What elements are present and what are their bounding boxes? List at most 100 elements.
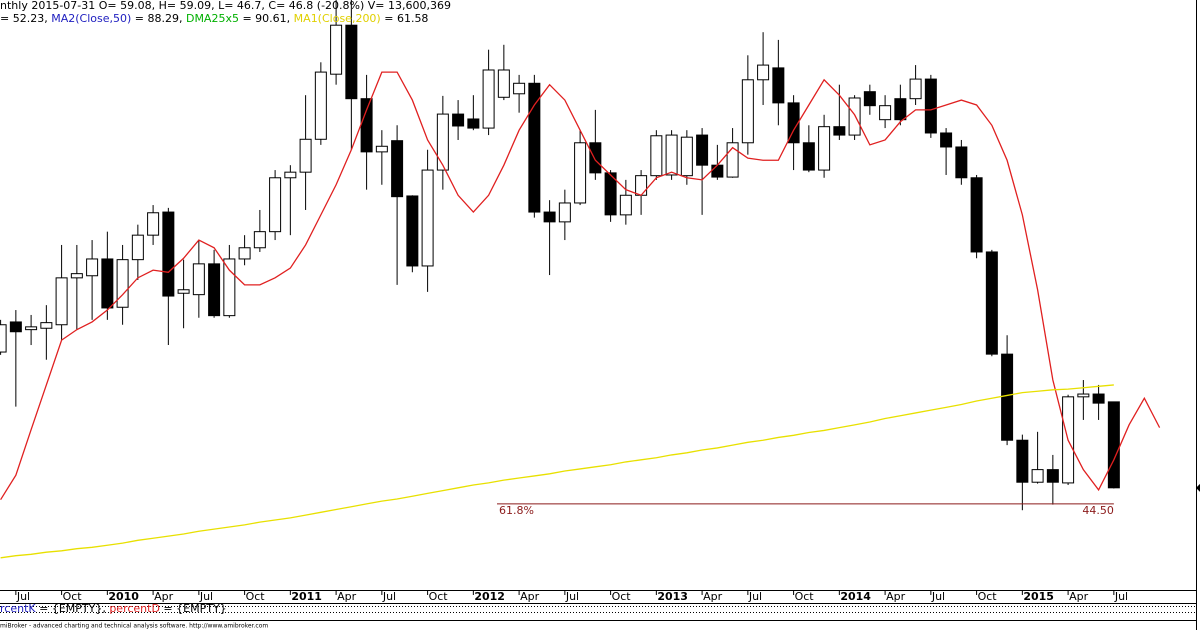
candle-body [589,142,602,174]
candle-body [1031,469,1044,483]
candle-body [177,289,190,294]
candle-body [162,211,175,297]
candle-body [330,24,343,75]
x-tick-label: Apr [703,590,723,603]
x-tick-label: Oct [612,590,632,603]
candle-body [848,97,861,136]
candle-body [558,202,571,223]
x-tick-label: Jul [565,590,579,603]
candle-body [25,326,38,331]
candle-body [86,258,99,277]
candle-body [1046,469,1059,483]
candle-body [55,277,68,326]
candle-body [513,82,526,95]
candle-body [985,251,998,355]
candle-body [253,231,266,249]
candle-body [528,82,541,213]
candle-body [497,69,510,98]
legend-segment: rcentK [0,602,36,615]
candle-body [696,134,709,166]
candle-body [375,145,388,153]
candle-body [101,258,114,309]
level-label: 61.8% [499,504,534,517]
candle-body [863,91,876,107]
x-tick-label: Apr [886,590,906,603]
plot-area [0,0,1161,559]
candle-body [741,79,754,144]
x-tick-label: 2011 [291,590,322,603]
candle-body [680,136,693,177]
candle-body [360,98,373,153]
candle-body [711,164,724,178]
candle-body [1077,393,1090,398]
candle-body [818,126,831,171]
candle-body [223,258,236,317]
candle-body [619,194,632,216]
candle-body [1016,439,1029,483]
candle-body [787,102,800,144]
candle-body [924,78,937,134]
x-tick-label: Oct [795,590,815,603]
x-tick-label: 2014 [840,590,871,603]
candle-body [421,169,434,267]
candle-body [192,263,205,296]
header-line1: nthly 2015-07-31 O= 59.08, H= 59.09, L= … [0,0,451,12]
candle-body [879,105,892,121]
x-tick-label: Jul [199,590,213,603]
legend-segment: percentD [109,602,160,615]
candle-body [406,195,419,267]
x-tick-label: Oct [63,590,83,603]
candle-body [574,142,587,204]
legend-segment: = 52.23, [0,12,51,25]
candle-body [269,177,282,233]
candle-body [131,234,144,261]
candle-body [955,146,968,179]
candle-body [543,211,556,223]
candle-body [147,212,160,236]
candle-body [452,113,465,127]
candle-body [9,321,22,333]
x-tick-label: 2015 [1023,590,1054,603]
legend-segment: = {EMPTY} [160,602,227,615]
candle-body [635,175,648,196]
candle-body [940,132,953,148]
candle-body [665,134,678,176]
candle-body [802,142,815,171]
candle-body [970,177,983,253]
x-tick-label: Oct [429,590,449,603]
candle-body [299,138,312,173]
x-tick-label: Jul [1114,590,1128,603]
candle-body [772,67,785,104]
candle-body [1092,393,1105,404]
candle-body [482,69,495,129]
indicator-legend: rcentK = {EMPTY}, percentD = {EMPTY} [0,602,227,615]
candle-body [238,247,251,260]
moving-average-line [0,71,1161,501]
legend-segment: DMA25x5 [186,12,239,25]
legend-segment: = {EMPTY}, [36,602,110,615]
level-value-label: 44.50 [1082,504,1114,517]
candle-body [208,263,221,317]
candle-body [1107,401,1120,489]
candle-body [833,126,846,136]
last-close-marker [1196,483,1200,492]
candle-body [116,259,129,308]
candle-body [1001,353,1014,441]
header-line2: = 52.23, MA2(Close,50) = 88.29, DMA25x5 … [0,12,428,25]
candle-body [436,113,449,171]
candle-body [604,172,617,216]
legend-segment: = 61.58 [381,12,429,25]
x-tick-label: Apr [520,590,540,603]
candle-body [345,24,358,100]
x-tick-label: Apr [337,590,357,603]
legend-segment: = 90.61, [239,12,294,25]
x-tick-label: 2010 [108,590,139,603]
candle-body [284,171,297,179]
candle-body [314,71,327,140]
candle-body [70,273,83,279]
candle-body [909,78,922,100]
candle-body [894,98,907,121]
moving-average-line [0,384,1114,559]
